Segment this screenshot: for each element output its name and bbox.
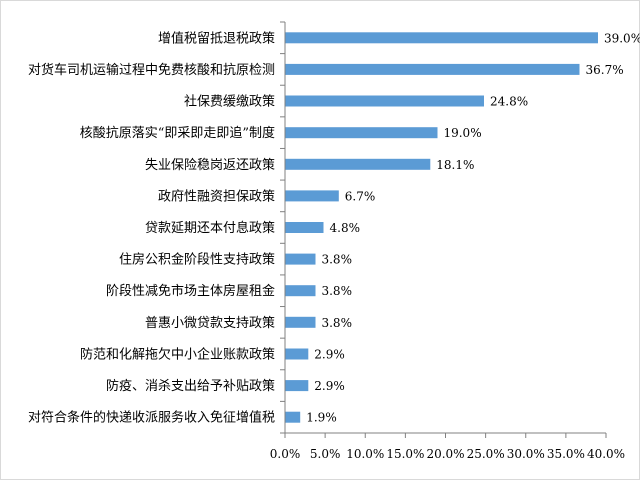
data-label: 39.0% bbox=[604, 31, 640, 45]
data-label: 24.8% bbox=[490, 95, 528, 109]
category-label: 住房公积金阶段性支持政策 bbox=[119, 252, 275, 268]
bar bbox=[285, 380, 309, 392]
category-label: 普惠小微贷款支持政策 bbox=[145, 315, 275, 331]
bar bbox=[285, 63, 580, 75]
x-tick-label: 15.0% bbox=[386, 447, 424, 461]
x-tick-label: 30.0% bbox=[507, 447, 545, 461]
category-label: 社保费缓缴政策 bbox=[184, 94, 275, 110]
bar bbox=[285, 348, 309, 360]
x-tick-label: 0.0% bbox=[270, 447, 301, 461]
category-label: 对符合条件的快递收派服务收入免征增值税 bbox=[28, 410, 275, 426]
data-label: 6.7% bbox=[345, 189, 376, 203]
bar bbox=[285, 95, 484, 107]
x-tick-label: 20.0% bbox=[426, 447, 464, 461]
bar bbox=[285, 253, 316, 265]
x-tick-label: 10.0% bbox=[346, 447, 384, 461]
bar bbox=[285, 411, 301, 423]
data-label: 4.8% bbox=[330, 221, 361, 235]
data-label: 3.8% bbox=[321, 316, 352, 330]
bar bbox=[285, 158, 431, 170]
category-label: 贷款延期还本付息政策 bbox=[145, 220, 275, 236]
category-label: 阶段性减免市场主体房屋租金 bbox=[106, 283, 275, 299]
bar bbox=[285, 316, 316, 328]
category-label: 失业保险稳岗返还政策 bbox=[145, 157, 275, 173]
x-tick-label: 40.0% bbox=[587, 447, 625, 461]
category-label: 增值税留抵退税政策 bbox=[158, 30, 275, 46]
bar bbox=[285, 127, 438, 139]
bar bbox=[285, 190, 339, 202]
category-label: 防范和化解拖欠中小企业账款政策 bbox=[80, 346, 275, 362]
data-label: 19.0% bbox=[443, 126, 481, 140]
category-label: 政府性融资担保政策 bbox=[158, 188, 275, 204]
data-label: 1.9% bbox=[306, 411, 337, 425]
bar bbox=[285, 222, 324, 233]
category-label: 核酸抗原落实“即采即走即追”制度 bbox=[80, 125, 275, 141]
data-label: 3.8% bbox=[321, 284, 352, 298]
bar bbox=[285, 32, 598, 44]
data-label: 3.8% bbox=[321, 253, 352, 267]
bar bbox=[285, 285, 316, 297]
category-label: 防疫、消杀支出给予补贴政策 bbox=[106, 378, 275, 394]
x-tick-label: 5.0% bbox=[310, 447, 341, 461]
data-label: 18.1% bbox=[436, 158, 474, 172]
category-label: 对货车司机运输过程中免费核酸和抗原检测 bbox=[28, 62, 275, 78]
x-tick-label: 35.0% bbox=[547, 447, 585, 461]
data-label: 36.7% bbox=[586, 63, 624, 77]
data-label: 2.9% bbox=[314, 347, 345, 361]
data-label: 2.9% bbox=[314, 379, 345, 393]
x-tick-label: 25.0% bbox=[467, 447, 505, 461]
